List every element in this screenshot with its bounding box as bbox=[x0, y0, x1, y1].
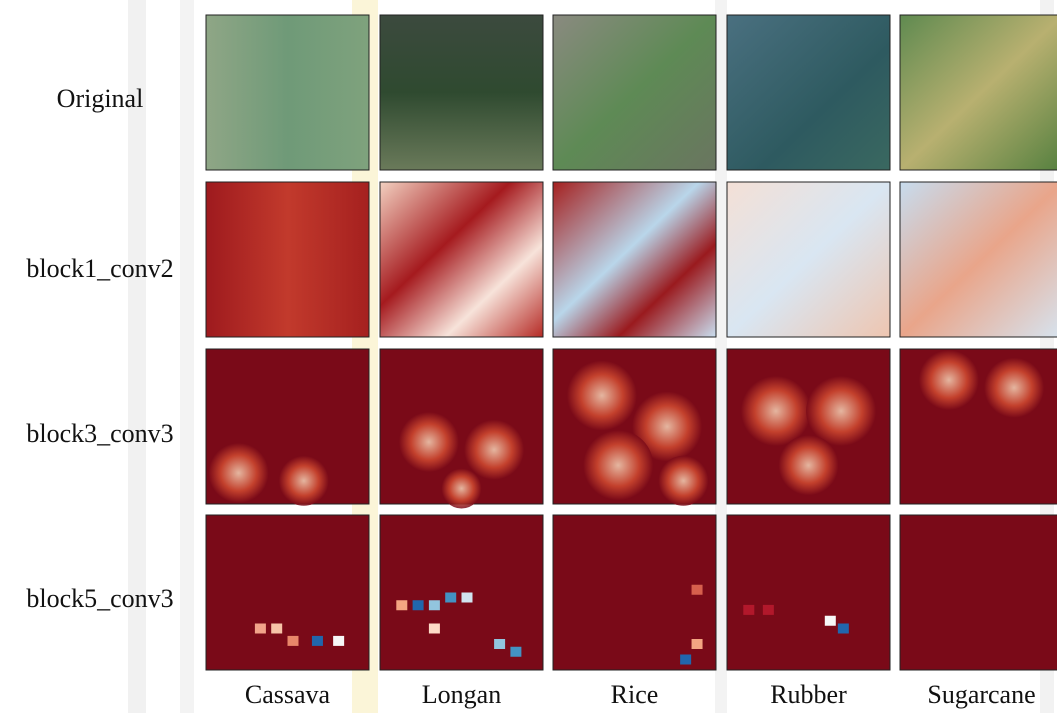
heat-blob bbox=[919, 350, 979, 410]
image-cell bbox=[380, 15, 543, 170]
image-cell bbox=[727, 515, 890, 670]
image-cell bbox=[727, 182, 890, 337]
image-cell bbox=[900, 15, 1057, 170]
column-label: Rubber bbox=[770, 680, 847, 709]
heat-pixel bbox=[271, 624, 282, 634]
heat-blob bbox=[279, 456, 329, 506]
image-cell bbox=[900, 182, 1057, 337]
image-cell bbox=[206, 15, 369, 170]
heat-pixel bbox=[445, 593, 456, 603]
image-cell bbox=[727, 15, 890, 170]
figure: Original block1_conv2 block3_conv3 block5_c… bbox=[0, 0, 1057, 713]
heat-blob bbox=[567, 361, 637, 431]
heat-blob bbox=[209, 443, 269, 503]
heat-pixel bbox=[333, 636, 344, 646]
heat-pixel bbox=[413, 600, 424, 610]
image-cell bbox=[380, 182, 543, 337]
heat-pixel bbox=[743, 605, 754, 615]
heat-pixel bbox=[825, 616, 836, 626]
column-label: Sugarcane bbox=[927, 680, 1035, 709]
heat-pixel bbox=[692, 639, 703, 649]
column-label: Cassava bbox=[245, 680, 331, 709]
image-cell bbox=[206, 515, 369, 670]
image-cell bbox=[900, 515, 1057, 670]
column-label: Longan bbox=[422, 680, 501, 709]
image-cell bbox=[206, 182, 369, 337]
heat-blob bbox=[583, 430, 653, 500]
heat-pixel bbox=[494, 639, 505, 649]
image-cell bbox=[553, 182, 716, 337]
row-label: block1_conv2 bbox=[26, 254, 173, 283]
image-cell bbox=[553, 15, 716, 170]
heat-pixel bbox=[680, 655, 691, 665]
heat-blob bbox=[442, 469, 482, 509]
heat-pixel bbox=[429, 600, 440, 610]
row-label: block5_conv3 bbox=[26, 584, 173, 613]
heat-pixel bbox=[288, 636, 299, 646]
heat-blob bbox=[741, 376, 811, 446]
column-label: Rice bbox=[611, 680, 659, 709]
row-label: block3_conv3 bbox=[26, 419, 173, 448]
heat-pixel bbox=[255, 624, 266, 634]
heat-pixel bbox=[692, 585, 703, 595]
heat-pixel bbox=[429, 624, 440, 634]
heat-pixel bbox=[312, 636, 323, 646]
heat-blob bbox=[399, 412, 459, 472]
heat-blob bbox=[779, 435, 839, 495]
heat-pixel bbox=[396, 600, 407, 610]
heat-blob bbox=[658, 456, 708, 506]
heat-pixel bbox=[763, 605, 774, 615]
heat-blob bbox=[806, 376, 876, 446]
heat-pixel bbox=[510, 647, 521, 657]
heat-blob bbox=[464, 420, 524, 480]
image-grid bbox=[206, 15, 1057, 670]
heat-blob bbox=[984, 358, 1044, 418]
heat-pixel bbox=[838, 624, 849, 634]
row-label: Original bbox=[57, 84, 144, 113]
heat-pixel bbox=[462, 593, 473, 603]
